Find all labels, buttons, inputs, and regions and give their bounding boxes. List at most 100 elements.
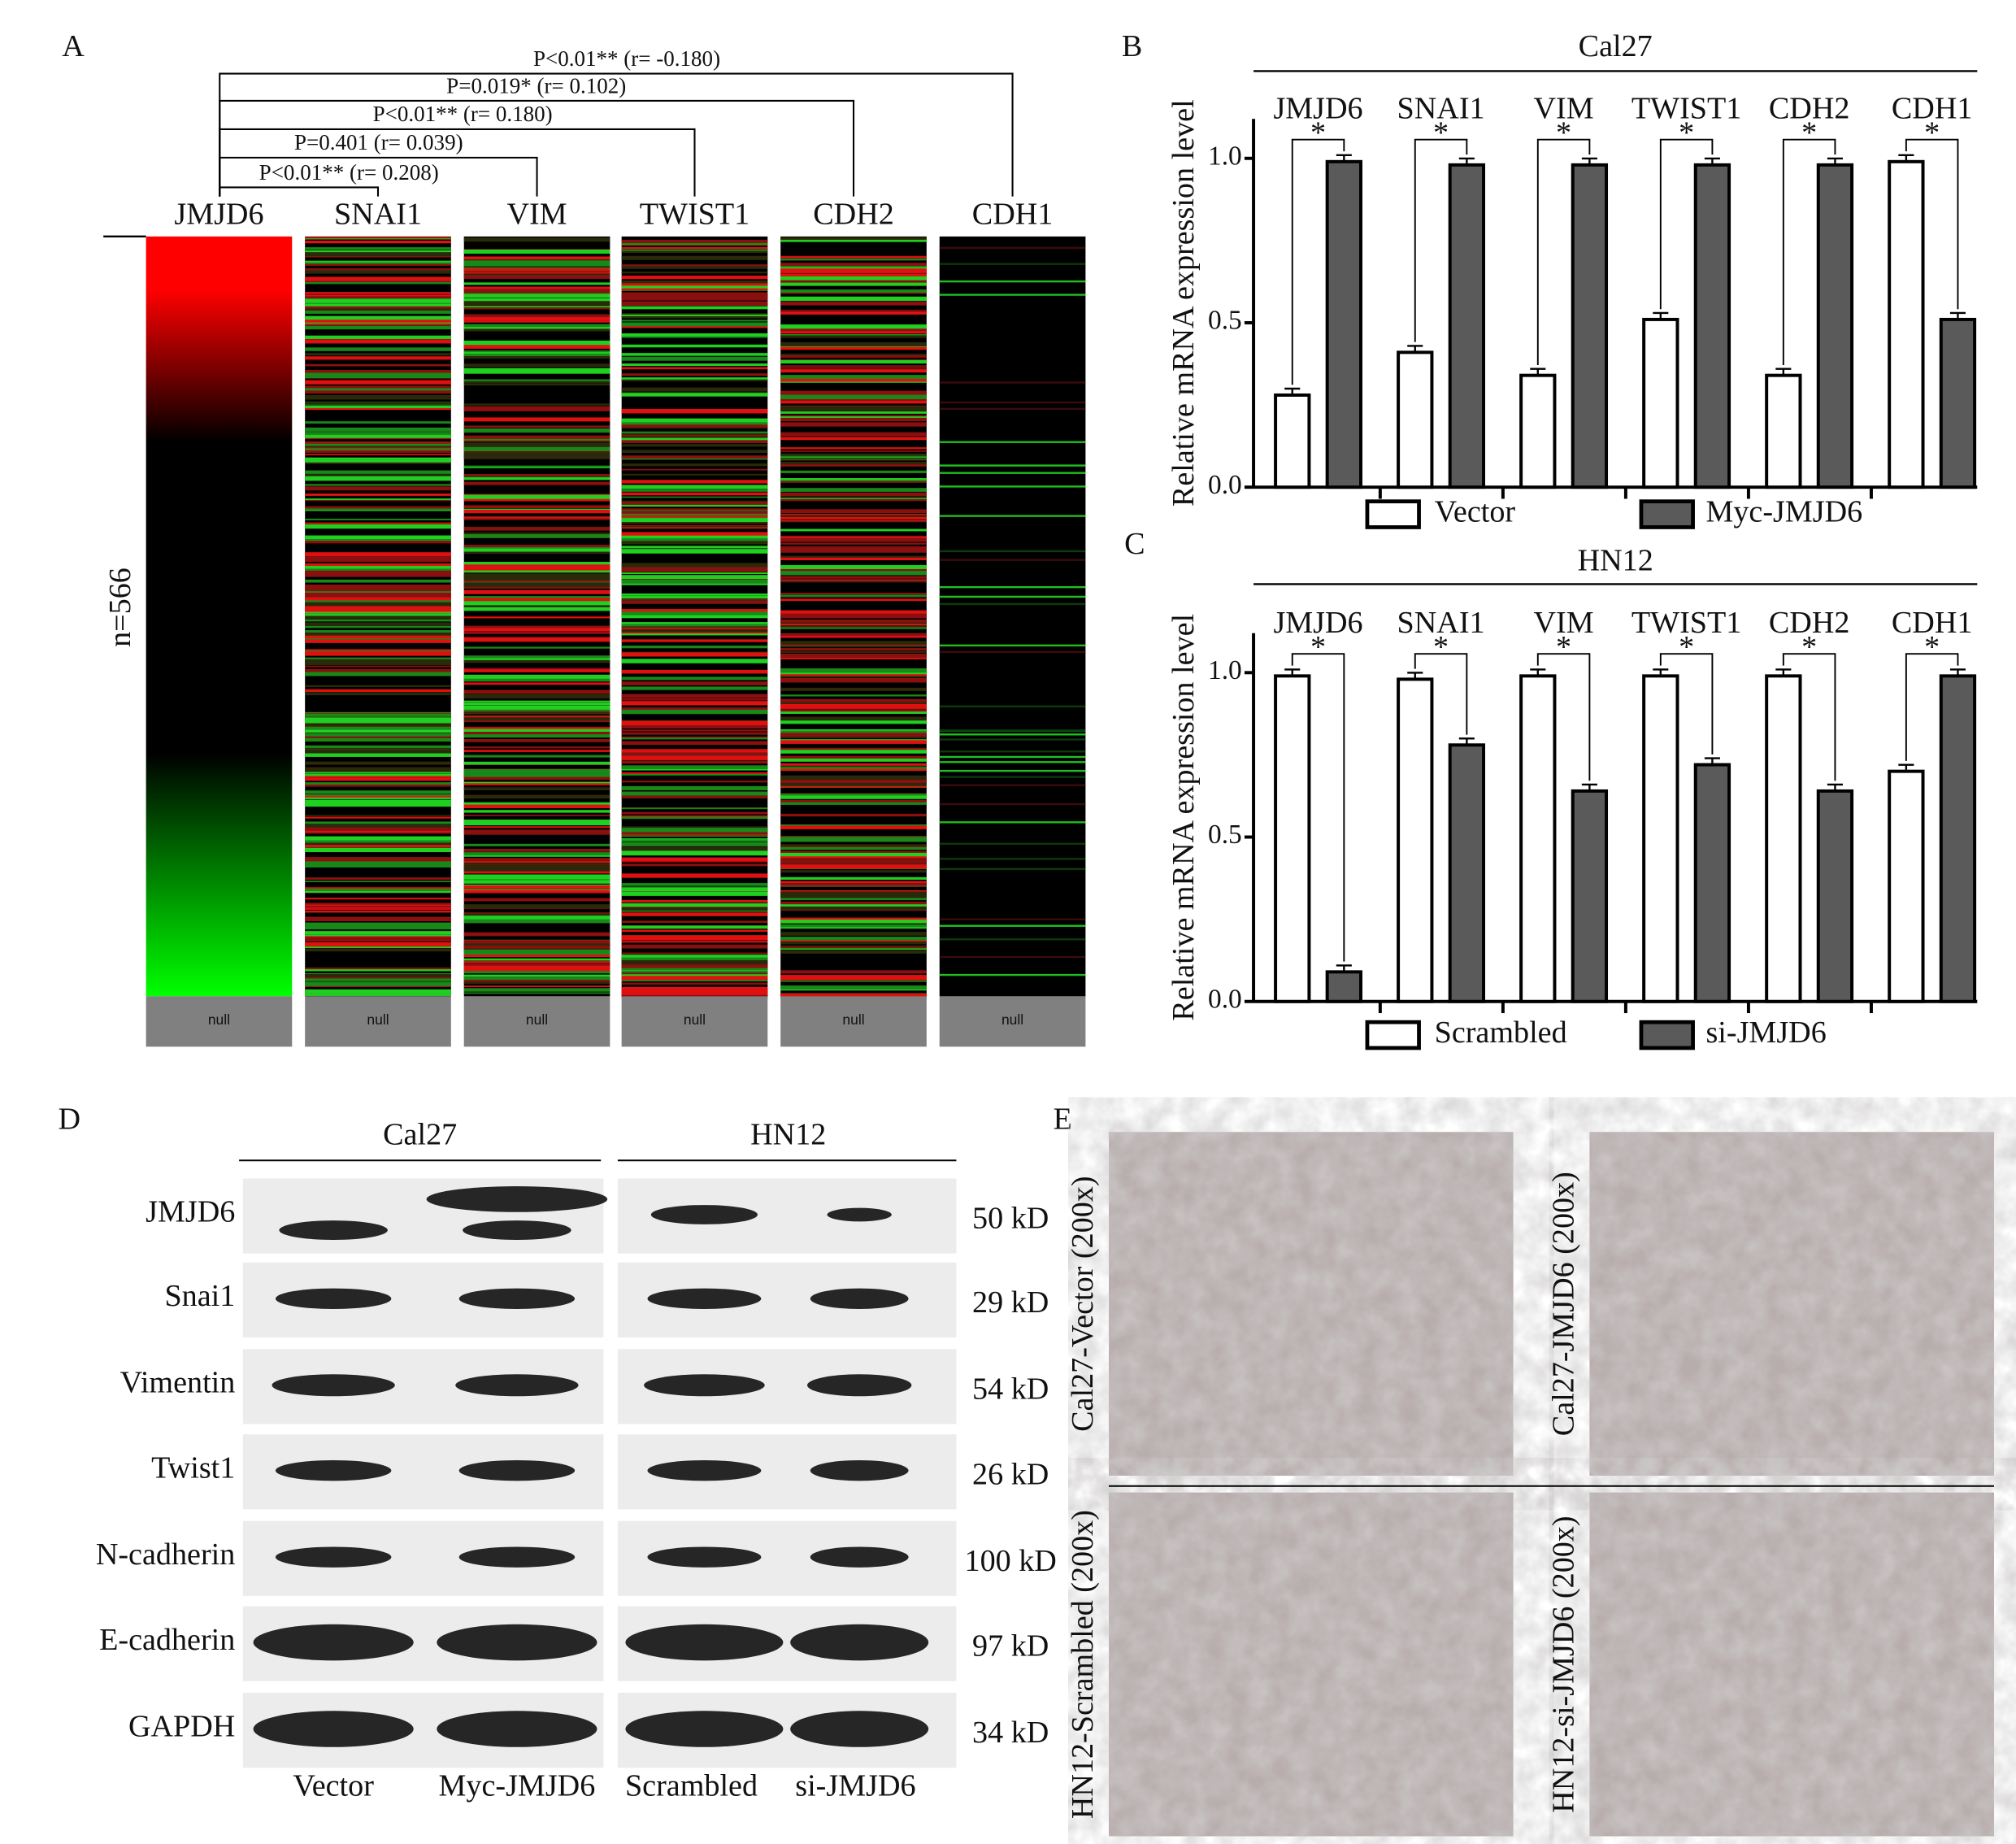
x-tick-label: VIM — [1534, 606, 1594, 640]
heatmap-stripe — [780, 598, 927, 602]
heatmap-stripe — [305, 263, 451, 266]
heatmap-stripe — [463, 976, 610, 981]
heatmap-stripe — [463, 316, 610, 321]
legend-swatch — [1639, 1020, 1695, 1050]
heatmap-stripe — [621, 964, 768, 969]
error-bar — [1653, 311, 1669, 320]
heatmap-stripe — [463, 958, 610, 961]
heatmap-stripe — [305, 380, 451, 385]
size-label: 34 kD — [972, 1716, 1049, 1750]
heatmap-stripe — [305, 720, 451, 723]
heatmap-stripe — [463, 383, 610, 386]
bar — [1939, 674, 1977, 1003]
heatmap-stripe — [780, 675, 927, 678]
legend-swatch — [1365, 499, 1421, 529]
heatmap-stripe — [621, 920, 768, 924]
heatmap-stripe — [621, 264, 768, 267]
heatmap-stripe — [621, 325, 768, 328]
heatmap-stripe — [463, 761, 610, 765]
heatmap-stripe — [463, 454, 610, 457]
bar — [1642, 317, 1679, 489]
heatmap-stripe — [780, 309, 927, 311]
heatmap-stripe — [780, 720, 927, 724]
heatmap-stripe — [305, 280, 451, 283]
null-label: null — [526, 1011, 548, 1028]
heatmap-stripe — [621, 907, 768, 911]
heatmap-stripe — [780, 528, 927, 532]
heatmap-stripe — [621, 659, 768, 663]
heatmap-stripe — [780, 906, 927, 911]
null-label: null — [1001, 1011, 1023, 1028]
heatmap-stripe — [305, 589, 451, 592]
heatmap-stripe — [780, 367, 927, 369]
heatmap-stripe — [780, 903, 927, 907]
heatmap-stripe — [463, 298, 610, 302]
heatmap-stripe — [939, 769, 1086, 772]
blot-band — [647, 1546, 762, 1568]
heatmap-stripe — [780, 571, 927, 576]
heatmap-stripe — [621, 424, 768, 428]
heatmap-stripe — [780, 450, 927, 452]
heatmap-stripe — [305, 325, 451, 330]
significance-bracket — [1414, 138, 1468, 342]
heatmap-stripe — [305, 237, 451, 240]
heatmap-stripe — [621, 628, 768, 633]
heatmap-stripe — [780, 458, 927, 460]
heatmap-stripe — [939, 585, 1086, 589]
heatmap-stripe — [305, 752, 451, 757]
heatmap-stripe — [780, 768, 927, 772]
heatmap-stripe — [305, 470, 451, 474]
heatmap-stripe — [780, 901, 927, 905]
heatmap-stripe — [780, 799, 927, 804]
heatmap-stripe — [780, 876, 927, 881]
heatmap-stripe — [621, 598, 768, 601]
heatmap-stripe — [463, 921, 610, 924]
heatmap-stripe — [463, 237, 610, 242]
heatmap-stripe — [780, 698, 927, 702]
heatmap-stripe — [780, 764, 927, 768]
blot-band — [810, 1546, 909, 1568]
heatmap-stripe — [621, 294, 768, 298]
heatmap-stripe — [463, 750, 610, 752]
heatmap-stripe — [463, 350, 610, 353]
null-box — [305, 996, 451, 1047]
heatmap-stripe — [621, 356, 768, 361]
heatmap-stripe — [780, 624, 927, 626]
heatmap-stripe — [305, 600, 451, 602]
heatmap-stripe — [463, 328, 610, 332]
heatmap-stripe — [780, 859, 927, 863]
heatmap-stripe — [463, 508, 610, 511]
heatmap-stripe — [305, 630, 451, 633]
heatmap-stripe — [305, 728, 451, 733]
heatmap-stripe — [463, 267, 610, 270]
heatmap-stripe — [621, 633, 768, 636]
heatmap-stripe — [939, 602, 1086, 606]
heatmap-stripe — [305, 611, 451, 614]
heatmap-stripe — [305, 773, 451, 776]
heatmap-stripe — [939, 550, 1086, 553]
heatmap-stripe — [463, 889, 610, 894]
heatmap-stripe — [780, 694, 927, 697]
error-bar — [1775, 668, 1792, 676]
heatmap-stripe — [463, 406, 610, 411]
heatmap-stripe — [305, 761, 451, 763]
heatmap-stripe — [305, 250, 451, 253]
heatmap-stripe — [621, 686, 768, 690]
heatmap-stripe — [939, 776, 1086, 778]
heatmap-stripe — [780, 565, 927, 569]
error-bar — [1653, 668, 1669, 676]
heatmap-stripe — [621, 525, 768, 528]
y-tick-label: 1.0 — [1208, 141, 1242, 171]
heatmap-stripe — [621, 883, 768, 886]
legend-label: si-JMJD6 — [1705, 1016, 1826, 1050]
significance: * — [1310, 116, 1326, 150]
heatmap-stripe — [780, 932, 927, 936]
heatmap-stripe — [621, 272, 768, 274]
heatmap-stripe — [305, 689, 451, 692]
heatmap-stripe — [305, 898, 451, 900]
heatmap-stripe — [463, 342, 610, 346]
heatmap-stripe — [780, 889, 927, 892]
heatmap-stripe — [780, 478, 927, 481]
heatmap-stripe — [780, 854, 927, 859]
heatmap-stripe — [463, 307, 610, 310]
